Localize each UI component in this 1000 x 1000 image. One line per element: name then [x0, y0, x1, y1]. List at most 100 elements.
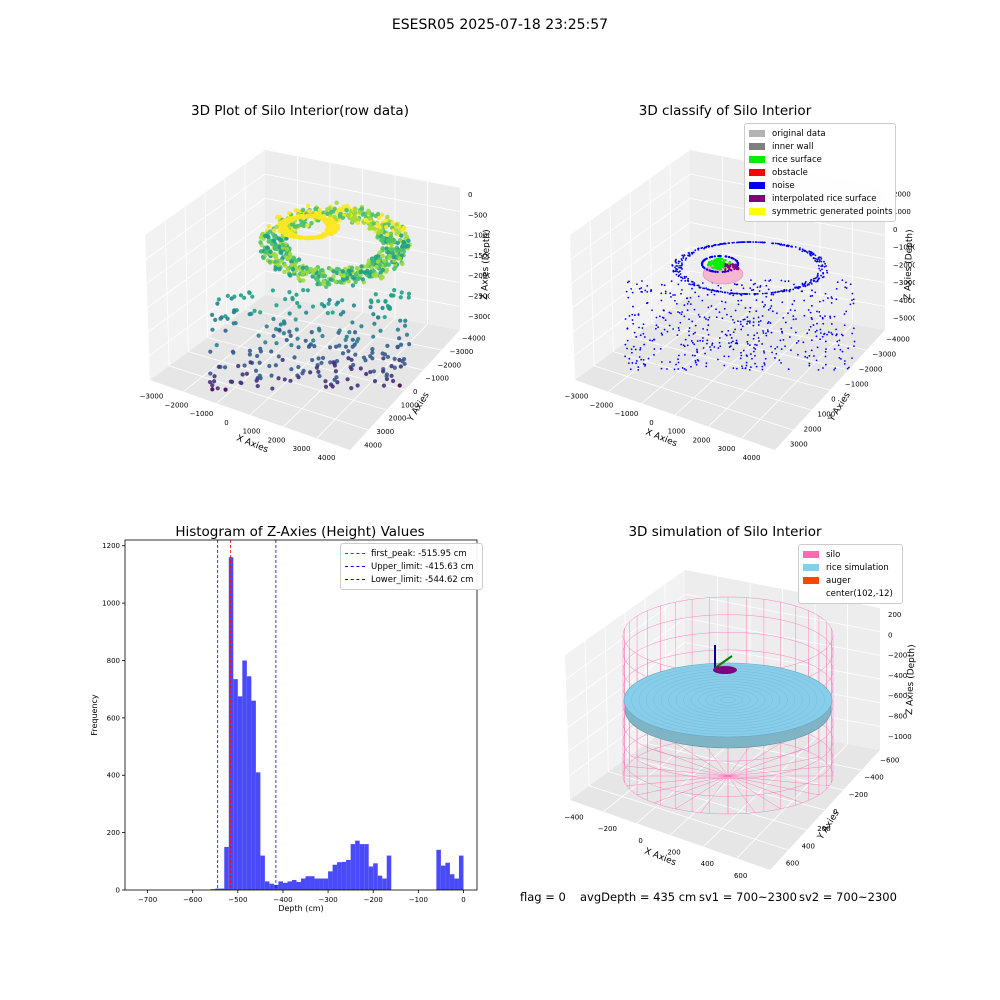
noise-point: [851, 357, 853, 360]
noise-point: [761, 343, 764, 345]
data-point: [368, 369, 373, 375]
hist-bar: [305, 876, 311, 890]
noise-point: [683, 275, 686, 278]
noise-point: [739, 320, 742, 323]
noise-point: [821, 276, 824, 279]
data-point: [287, 290, 292, 295]
noise-point: [637, 368, 640, 371]
noise-point: [822, 272, 825, 275]
noise-point: [651, 339, 654, 342]
noise-point: [765, 295, 768, 298]
hist-bar: [337, 862, 342, 890]
data-point: [209, 312, 215, 317]
noise-point: [824, 262, 826, 265]
hist-bar: [319, 878, 324, 890]
noise-point: [660, 292, 663, 295]
noise-point: [663, 328, 666, 331]
rice-surface-point: [722, 265, 725, 269]
noise-point: [806, 332, 809, 335]
x-tick-label: 1000: [243, 428, 261, 436]
data-point: [242, 363, 247, 368]
data-point: [346, 349, 351, 354]
data-point: [308, 267, 313, 272]
data-point: [344, 276, 350, 281]
data-point: [380, 305, 385, 311]
data-point: [293, 317, 298, 322]
noise-point: [823, 333, 825, 336]
data-point: [405, 234, 410, 240]
rice-surface-point: [713, 262, 717, 265]
silo-floor-spoke: [637, 756, 729, 777]
silo-floor-spoke: [626, 775, 729, 787]
noise-point: [633, 331, 636, 334]
noise-point: [845, 310, 848, 313]
data-point: [301, 288, 306, 293]
noise-point: [817, 264, 820, 267]
noise-point: [699, 286, 701, 289]
noise-point: [732, 257, 735, 260]
data-point: [371, 369, 377, 374]
data-point: [216, 297, 221, 302]
data-point: [265, 245, 270, 250]
data-point: [317, 214, 322, 220]
z-tick-label: −600: [888, 692, 907, 700]
data-point: [371, 312, 376, 317]
data-point: [294, 258, 299, 263]
noise-point: [672, 294, 674, 296]
noise-point: [776, 346, 779, 348]
noise-point: [724, 270, 727, 273]
x-tick-label: −500: [228, 896, 247, 904]
data-point: [308, 342, 313, 347]
noise-point: [849, 303, 852, 306]
noise-point: [732, 294, 735, 297]
y-tick-label: 1200: [102, 542, 120, 550]
noise-point: [646, 290, 649, 293]
legend-entry: first_peak: -515.95 cm: [345, 547, 478, 560]
z-tick-label: −3000: [468, 313, 490, 321]
noise-point: [697, 247, 699, 250]
noise-point: [677, 368, 680, 370]
noise-point: [756, 332, 759, 334]
data-point: [390, 378, 396, 384]
noise-point: [740, 294, 743, 297]
z-tick-label: −200: [888, 652, 907, 660]
x-tick-label: 2000: [268, 436, 286, 444]
noise-point: [780, 279, 783, 282]
noise-point: [767, 308, 770, 311]
noise-point: [745, 293, 747, 295]
rice-mesh: [690, 686, 766, 714]
y-tick-label: −3000: [450, 348, 474, 356]
y-tick-label: −2000: [437, 361, 461, 369]
noise-point: [716, 270, 719, 274]
noise-point: [824, 355, 827, 358]
data-point: [284, 337, 289, 343]
noise-point: [749, 287, 752, 289]
noise-point: [678, 274, 681, 277]
noise-point: [774, 242, 777, 245]
data-point: [398, 342, 404, 347]
hist-bar: [228, 557, 234, 890]
data-point: [400, 261, 405, 267]
noise-point: [840, 357, 842, 360]
noise-point: [853, 345, 855, 347]
noise-point: [625, 290, 628, 293]
noise-point: [837, 344, 840, 347]
data-point: [359, 264, 364, 269]
data-point: [366, 270, 372, 276]
noise-point: [821, 335, 824, 338]
noise-point: [825, 269, 828, 272]
noise-point: [746, 241, 749, 243]
noise-point: [741, 365, 743, 368]
noise-point: [816, 322, 818, 325]
data-point: [335, 380, 340, 385]
data-point: [340, 298, 345, 303]
noise-point: [812, 324, 815, 326]
data-point: [269, 373, 274, 378]
side-wall: [565, 570, 685, 800]
data-point: [353, 279, 358, 285]
noise-point: [852, 298, 855, 301]
data-point: [303, 235, 308, 241]
noise-point: [820, 265, 823, 268]
noise-point: [691, 252, 694, 255]
noise-point: [674, 299, 676, 302]
